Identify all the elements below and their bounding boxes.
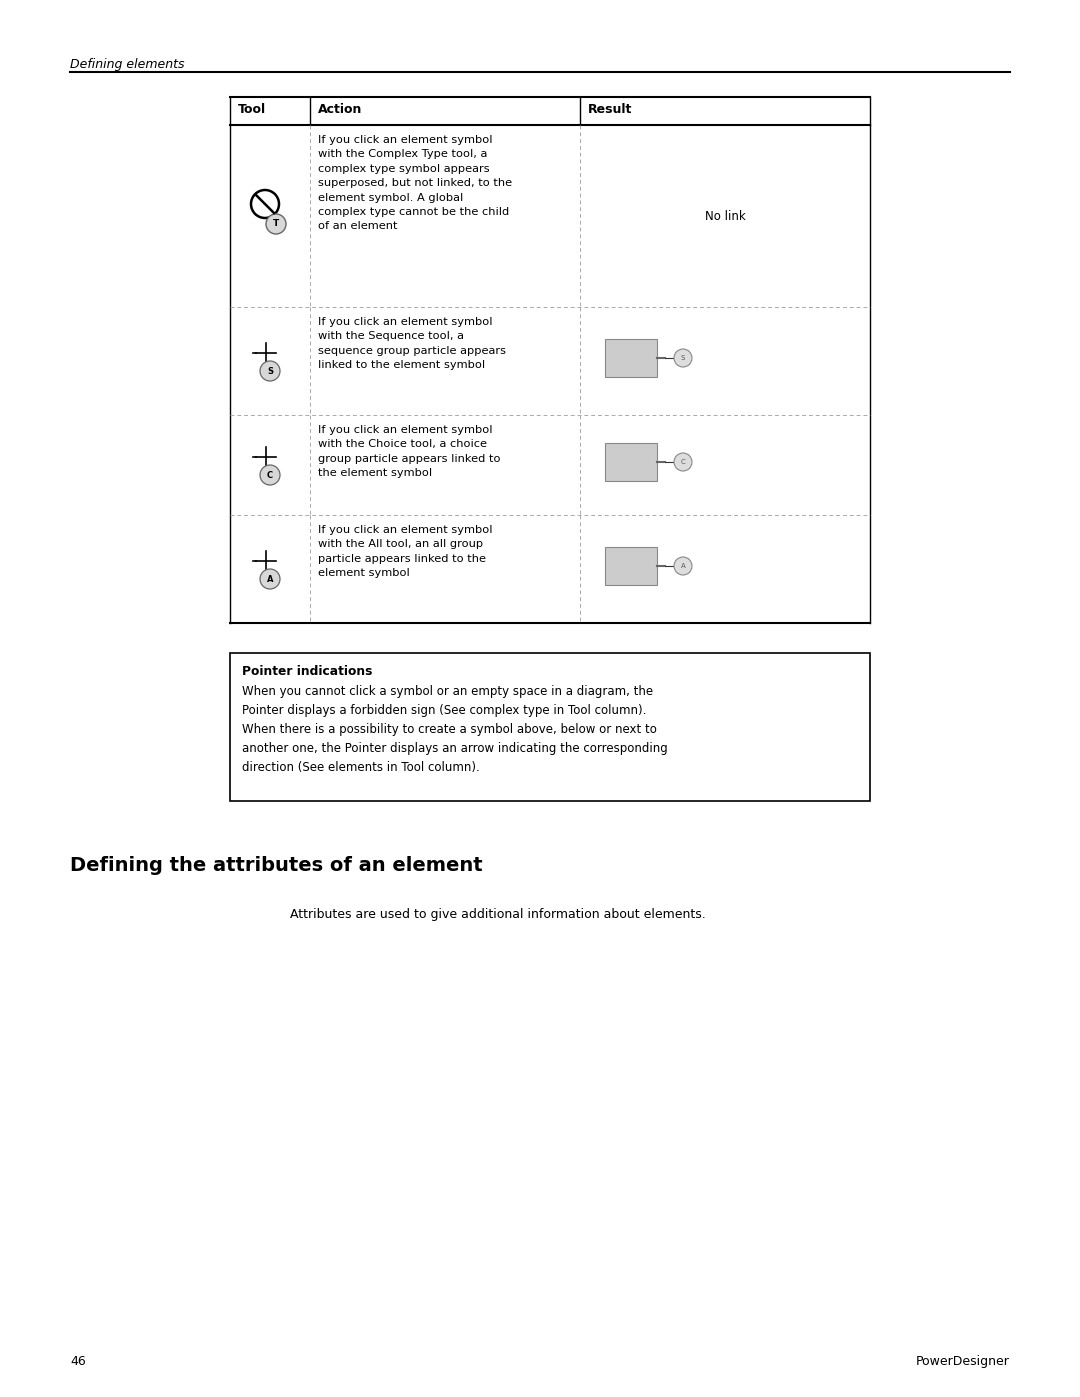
Text: Pointer indications: Pointer indications (242, 665, 373, 678)
Circle shape (260, 465, 280, 485)
Text: No link: No link (704, 210, 745, 222)
Circle shape (674, 453, 692, 471)
Bar (605, 339, 657, 377)
Circle shape (674, 557, 692, 576)
Text: Tool: Tool (238, 103, 266, 116)
Text: If you click an element symbol
with the Sequence tool, a
sequence group particle: If you click an element symbol with the … (318, 317, 507, 370)
Text: Result: Result (588, 103, 633, 116)
Text: 46: 46 (70, 1355, 85, 1368)
Circle shape (260, 569, 280, 590)
Text: If you click an element symbol
with the All tool, an all group
particle appears : If you click an element symbol with the … (318, 525, 492, 578)
Text: If you click an element symbol
with the Complex Type tool, a
complex type symbol: If you click an element symbol with the … (318, 136, 512, 232)
Text: Defining the attributes of an element: Defining the attributes of an element (70, 856, 483, 875)
Circle shape (266, 214, 286, 235)
Circle shape (260, 360, 280, 381)
Text: Attributes are used to give additional information about elements.: Attributes are used to give additional i… (291, 908, 705, 921)
Bar (230, 652, 870, 800)
Bar (605, 548, 657, 585)
Text: A: A (267, 574, 273, 584)
Bar (605, 443, 657, 481)
Text: S: S (680, 355, 685, 360)
Text: S: S (267, 366, 273, 376)
Text: Defining elements: Defining elements (70, 59, 185, 71)
Text: When you cannot click a symbol or an empty space in a diagram, the
Pointer displ: When you cannot click a symbol or an emp… (242, 685, 667, 774)
Text: If you click an element symbol
with the Choice tool, a choice
group particle app: If you click an element symbol with the … (318, 425, 500, 478)
Text: C: C (267, 471, 273, 479)
Text: PowerDesigner: PowerDesigner (916, 1355, 1010, 1368)
Text: A: A (680, 563, 686, 569)
Text: C: C (680, 460, 686, 465)
Circle shape (674, 349, 692, 367)
Text: Action: Action (318, 103, 363, 116)
Text: T: T (273, 219, 279, 229)
